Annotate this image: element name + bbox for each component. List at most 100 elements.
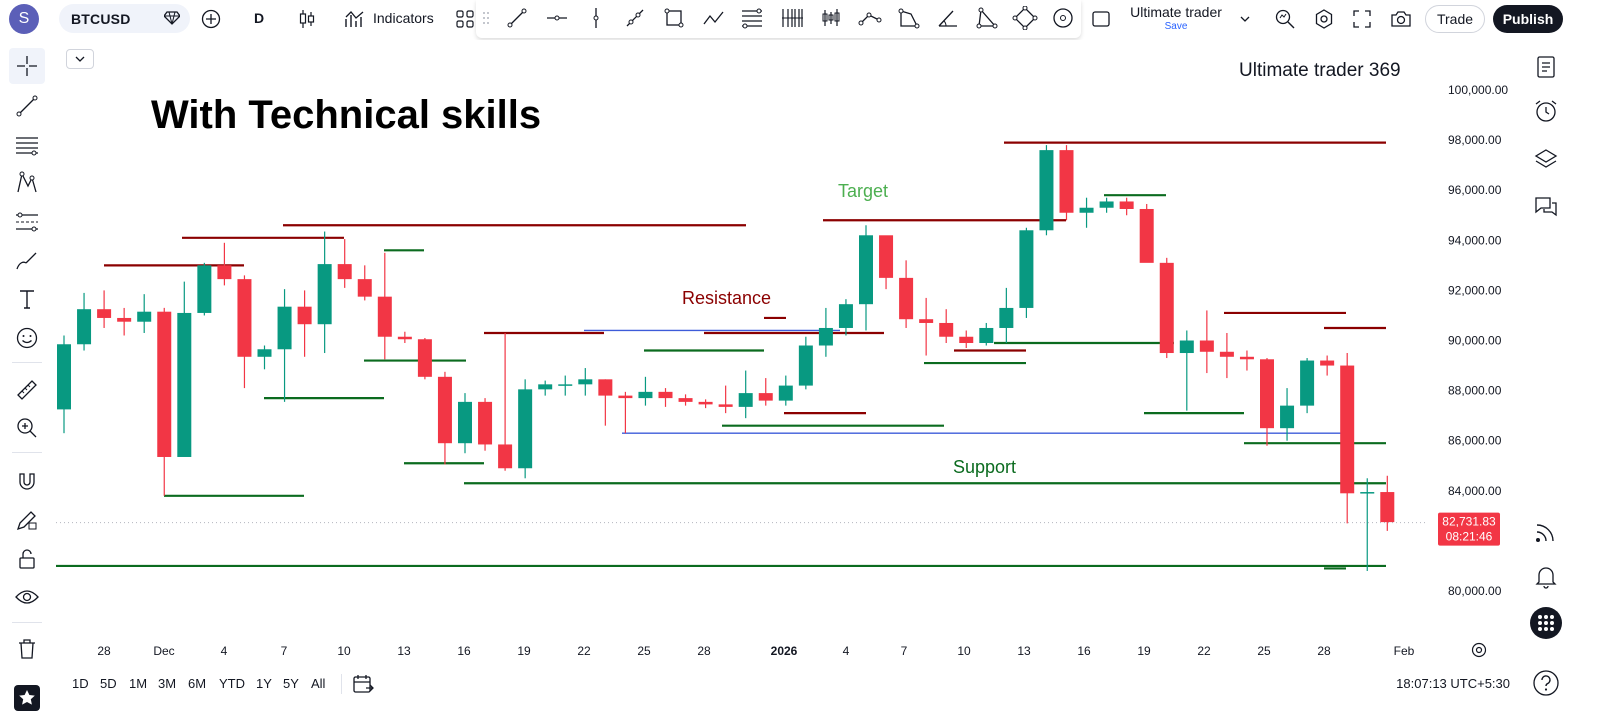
zoom-in-icon[interactable] <box>9 410 45 446</box>
range-5d[interactable]: 5D <box>100 676 117 691</box>
headline-text[interactable]: With Technical skills <box>151 93 541 137</box>
arc-icon[interactable] <box>895 4 923 32</box>
avatar-letter: S <box>18 10 30 27</box>
candle-body <box>337 264 352 280</box>
ruler-icon[interactable] <box>9 372 45 408</box>
candle-body <box>77 309 92 345</box>
chart-pane[interactable]: 100,000.00 98,000.00 96,000.00 94,000.00 92,… <box>56 40 1520 659</box>
interval-selector[interactable]: D <box>254 10 265 26</box>
collapse-legend-button[interactable] <box>66 49 94 69</box>
candle-body <box>919 319 934 323</box>
alarm-clock-icon[interactable] <box>1529 94 1563 128</box>
range-3m[interactable]: 3M <box>158 676 177 691</box>
range-ytd[interactable]: YTD <box>219 676 245 691</box>
camera-icon[interactable] <box>1387 5 1415 33</box>
candle-body <box>598 379 613 396</box>
rectangle-icon[interactable] <box>660 4 688 32</box>
price-axis-tick: 98,000.00 <box>1448 133 1502 147</box>
layers-icon[interactable] <box>1529 142 1563 176</box>
text-tool-icon[interactable] <box>9 281 45 317</box>
path-icon[interactable] <box>700 4 728 32</box>
fib-tool-icon[interactable] <box>9 127 45 163</box>
patterns-tool-icon[interactable] <box>9 165 45 201</box>
polyline-icon[interactable] <box>856 4 884 32</box>
xabcd-pattern-icon[interactable] <box>1011 4 1039 32</box>
candle-body <box>1119 201 1134 209</box>
axis-settings-icon[interactable] <box>1471 642 1487 658</box>
watchlist-icon[interactable] <box>1529 50 1563 84</box>
candles-icon[interactable] <box>293 5 321 33</box>
settings-gear-icon[interactable] <box>1310 5 1338 33</box>
candle-body <box>1219 351 1234 357</box>
indicators-button[interactable]: Indicators <box>373 10 434 26</box>
price-chart[interactable]: 100,000.00 98,000.00 96,000.00 94,000.00 92,… <box>56 40 1520 659</box>
unlock-icon[interactable] <box>9 541 45 577</box>
layout-select-icon[interactable] <box>1087 5 1115 33</box>
candle-body <box>999 307 1014 328</box>
lock-drawings-pencil-icon[interactable] <box>9 502 45 538</box>
chat-icon[interactable] <box>1529 190 1563 224</box>
range-1y[interactable]: 1Y <box>256 676 272 691</box>
candle-body <box>1199 340 1214 352</box>
triangle-icon[interactable] <box>973 4 1001 32</box>
drag-handle-icon[interactable] <box>478 4 494 32</box>
angle-icon[interactable] <box>934 4 962 32</box>
chevron-down-icon[interactable] <box>1231 5 1259 33</box>
time-axis-tick: 13 <box>397 644 411 658</box>
trend-line-tool-icon[interactable] <box>9 88 45 124</box>
templates-icon[interactable] <box>451 5 479 33</box>
time-axis-tick: 22 <box>577 644 591 658</box>
trash-icon[interactable] <box>9 631 45 667</box>
ray-icon[interactable] <box>621 4 649 32</box>
support-label[interactable]: Support <box>953 457 1016 477</box>
range-1m[interactable]: 1M <box>129 676 148 691</box>
bottom-divider <box>341 674 342 694</box>
trend-line-icon[interactable] <box>503 4 531 32</box>
time-axis-tick: 25 <box>1257 644 1271 658</box>
symbol-search[interactable]: BTCUSD <box>59 4 190 33</box>
quick-search-icon[interactable] <box>1271 5 1299 33</box>
range-all[interactable]: All <box>311 676 326 691</box>
magnet-icon[interactable] <box>9 464 45 500</box>
range-5y[interactable]: 5Y <box>283 676 299 691</box>
bars-pattern-icon[interactable] <box>817 4 845 32</box>
crosshair-icon[interactable] <box>9 48 45 84</box>
notifications-bell-icon[interactable] <box>1529 560 1563 594</box>
time-axis-tick: 2026 <box>771 644 798 658</box>
go-to-date-icon[interactable] <box>352 673 374 700</box>
horizontal-line-icon[interactable] <box>543 4 571 32</box>
axis-settings-ring <box>1471 642 1487 658</box>
help-icon[interactable] <box>1529 666 1563 700</box>
indicators-icon[interactable] <box>341 5 369 33</box>
candle-body <box>1239 356 1254 360</box>
candle-body <box>939 322 954 337</box>
target-circle-icon[interactable] <box>1049 4 1077 32</box>
eye-icon[interactable] <box>9 579 45 615</box>
range-1d[interactable]: 1D <box>72 676 89 691</box>
candle-body <box>1179 340 1194 354</box>
publish-button[interactable]: Publish <box>1493 5 1563 33</box>
clock-timezone[interactable]: 18:07:13 UTC+5:30 <box>1396 676 1510 691</box>
emoji-tool-icon[interactable] <box>9 320 45 356</box>
brush-tool-icon[interactable] <box>9 243 45 279</box>
fullscreen-icon[interactable] <box>1348 5 1376 33</box>
time-axis-tick: 7 <box>281 644 288 658</box>
data-feed-icon[interactable] <box>1529 515 1563 549</box>
time-axis-tick: 10 <box>957 644 971 658</box>
apps-grid-icon[interactable] <box>1529 606 1563 640</box>
candle-body <box>538 384 553 390</box>
time-axis-tick: 19 <box>517 644 531 658</box>
add-symbol-icon[interactable] <box>197 5 225 33</box>
range-6m[interactable]: 6M <box>188 676 207 691</box>
resistance-label[interactable]: Resistance <box>682 288 771 308</box>
user-avatar[interactable]: S <box>9 4 39 34</box>
target-label[interactable]: Target <box>838 181 888 201</box>
fib-time-zone-icon[interactable] <box>778 4 806 32</box>
candle-body <box>277 306 292 350</box>
favorites-star-icon[interactable] <box>9 680 45 716</box>
vertical-line-icon[interactable] <box>582 4 610 32</box>
fib-retracement-icon[interactable] <box>738 4 766 32</box>
trade-button[interactable]: Trade <box>1425 5 1485 33</box>
forecast-tool-icon[interactable] <box>9 204 45 240</box>
layout-name[interactable]: Ultimate trader Save <box>1116 4 1236 32</box>
